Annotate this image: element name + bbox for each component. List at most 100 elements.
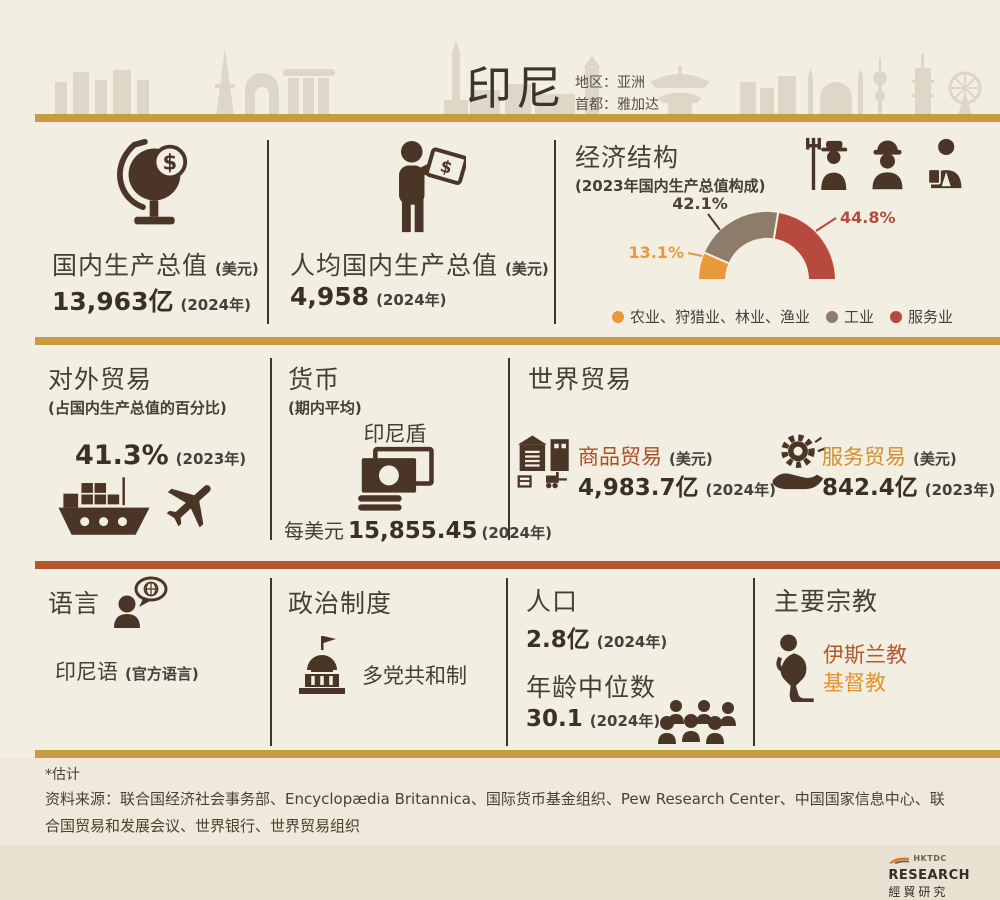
services-trade-label: 服务贸易 bbox=[822, 445, 906, 469]
world-trade-card: 世界贸易 商品贸易 (美元) 4,983.7亿 (2024年) bbox=[514, 352, 995, 548]
goods-trade-unit: (美元) bbox=[669, 450, 713, 468]
economic-structure-subtitle: (2023年国内生产总值构成) bbox=[575, 177, 766, 195]
page-title: 印尼 bbox=[466, 61, 566, 115]
gdp-per-capita-year: (2024年) bbox=[376, 291, 447, 309]
gdp-year: (2024年) bbox=[180, 296, 251, 314]
speech-person-icon bbox=[114, 576, 168, 628]
services-trade-year: (2023年) bbox=[924, 481, 996, 499]
hktdc-swoosh-icon bbox=[888, 849, 910, 868]
population-year: (2024年) bbox=[596, 633, 668, 651]
donut-label-agriculture: 13.1% bbox=[628, 243, 684, 262]
divider-bar-top bbox=[35, 114, 1000, 122]
cargo-ship-icon bbox=[50, 474, 158, 538]
currency-rate: 15,855.45 bbox=[348, 518, 478, 544]
economic-structure-title: 经济结构 bbox=[575, 143, 680, 172]
economic-structure-card: 经济结构 (2023年国内生产总值构成) bbox=[570, 132, 995, 334]
economic-structure-donut: 42.1% 44.8% 13.1% bbox=[628, 194, 896, 281]
religion-card: 主要宗教 伊斯兰教 基督教 bbox=[768, 572, 995, 750]
divider bbox=[267, 140, 269, 324]
foreign-trade-year: (2023年) bbox=[175, 450, 247, 468]
population-card: 人口 2.8亿 (2024年) 年龄中位数 30.1 (2024年) bbox=[520, 572, 750, 750]
divider-bar-row1 bbox=[35, 337, 1000, 345]
estimate-note: *估计 bbox=[45, 767, 80, 783]
svg-text:$: $ bbox=[438, 156, 454, 177]
currency-title: 货币 bbox=[288, 365, 341, 394]
median-age-title: 年龄中位数 bbox=[526, 673, 657, 702]
currency-name: 印尼盾 bbox=[363, 422, 427, 446]
waiter-icon bbox=[922, 136, 965, 190]
legend-item-services: 服务业 bbox=[890, 306, 953, 327]
services-trade-unit: (美元) bbox=[913, 450, 957, 468]
warehouse-forklift-icon bbox=[516, 430, 576, 492]
divider bbox=[753, 578, 755, 746]
gdp-card: $ 国内生产总值 (美元) 13,963亿 (2024年) bbox=[40, 132, 266, 332]
capital-label: 首都：雅加达 bbox=[575, 97, 659, 114]
world-trade-title: 世界贸易 bbox=[528, 365, 633, 394]
currency-card: 货币 (期内平均) 印尼盾 每美元 15,855.45 (2024年) bbox=[284, 352, 552, 548]
median-age-value: 30.1 bbox=[526, 706, 583, 732]
divider bbox=[270, 358, 272, 540]
gdp-per-capita-unit: (美元) bbox=[505, 260, 549, 278]
donut-segment-1 bbox=[702, 210, 780, 265]
logo-brand-text: HKTDC bbox=[913, 854, 947, 863]
airplane-icon bbox=[162, 474, 222, 534]
legend-dot-services bbox=[890, 310, 902, 323]
construction-worker-icon bbox=[865, 136, 910, 190]
currency-year: (2024年) bbox=[481, 524, 552, 542]
religion-title: 主要宗教 bbox=[774, 587, 879, 616]
legend-item-agriculture: 农业、狩猎业、林业、渔业 bbox=[611, 306, 810, 327]
donut-label-services: 44.8% bbox=[840, 208, 896, 227]
label-line-services bbox=[815, 217, 837, 232]
foreign-trade-subtitle: (占国内生产总值的百分比) bbox=[48, 399, 227, 417]
language-note: (官方语言) bbox=[125, 665, 199, 683]
legend-dot-agriculture bbox=[611, 310, 624, 323]
capitol-icon bbox=[294, 634, 350, 694]
footer-lower-band bbox=[0, 845, 1000, 900]
gdp-title: 国内生产总值 bbox=[52, 251, 209, 280]
svg-text:$: $ bbox=[162, 150, 177, 175]
label-line-agriculture bbox=[687, 252, 703, 257]
legend-dot-industry bbox=[825, 310, 838, 323]
divider-bar-row2 bbox=[35, 561, 1000, 569]
divider bbox=[508, 358, 510, 540]
legend-item-industry: 工业 bbox=[825, 306, 874, 327]
globe-dollar-icon: $ bbox=[108, 138, 200, 234]
logo-research-text: RESEARCH bbox=[888, 868, 970, 883]
label-line-industry bbox=[707, 213, 721, 231]
foreign-trade-value: 41.3% bbox=[75, 440, 169, 471]
banknotes-icon bbox=[350, 446, 436, 512]
praying-person-icon bbox=[776, 634, 820, 702]
hktdc-research-logo: HKTDC RESEARCH 經貿研究 bbox=[888, 849, 970, 900]
donut-segment-2 bbox=[772, 210, 838, 281]
currency-subtitle: (期内平均) bbox=[288, 399, 362, 417]
gear-hand-icon bbox=[770, 432, 826, 492]
divider bbox=[554, 140, 556, 324]
gdp-unit: (美元) bbox=[215, 260, 259, 278]
foreign-trade-card: 对外贸易 (占国内生产总值的百分比) 41.3% (2023年) bbox=[40, 352, 268, 548]
asia-skyline-silhouette bbox=[55, 40, 982, 116]
divider-bar-bottom bbox=[35, 750, 1000, 758]
currency-rate-prefix: 每美元 bbox=[284, 519, 344, 543]
goods-trade-label: 商品贸易 bbox=[578, 445, 662, 469]
gdp-value: 13,963亿 bbox=[52, 287, 174, 316]
gdp-per-capita-title: 人均国内生产总值 bbox=[290, 251, 499, 280]
divider bbox=[506, 578, 508, 746]
religion-item-christianity: 基督教 bbox=[823, 670, 886, 695]
goods-trade-year: (2024年) bbox=[705, 481, 776, 499]
population-value: 2.8亿 bbox=[526, 627, 590, 653]
donut-segment-0 bbox=[696, 251, 731, 281]
region-label: 地区：亚洲 bbox=[575, 75, 645, 91]
donut-label-industry: 42.1% bbox=[672, 194, 728, 213]
divider bbox=[270, 578, 272, 746]
population-title: 人口 bbox=[526, 587, 579, 616]
people-group-icon bbox=[658, 700, 742, 744]
religion-item-islam: 伊斯兰教 bbox=[823, 643, 907, 667]
language-title: 语言 bbox=[48, 589, 101, 618]
logo-chinese-text: 經貿研究 bbox=[888, 885, 949, 899]
language-card: 语言 印尼语 (官方语言) bbox=[40, 572, 268, 750]
gdp-per-capita-value: 4,958 bbox=[290, 282, 370, 311]
farmer-icon bbox=[801, 136, 853, 190]
person-money-icon: $ bbox=[382, 140, 466, 238]
median-age-year: (2024年) bbox=[589, 712, 661, 730]
